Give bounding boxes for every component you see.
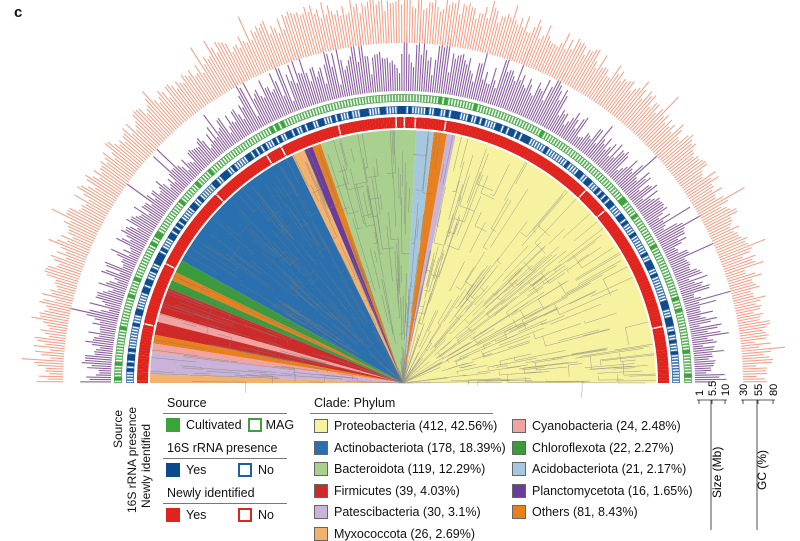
- size-tick-label: 10: [720, 384, 732, 396]
- rrna-legend-title: 16S rRNA presence: [167, 441, 277, 455]
- clade-legend-label: Bacteroidota (119, 12.29%): [334, 462, 485, 476]
- clade-swatch: [314, 419, 328, 433]
- clade-swatch: [512, 484, 526, 498]
- legend-newly-no-label: No: [258, 508, 274, 522]
- clade-legend-label: Chloroflexota (22, 2.27%): [532, 441, 674, 455]
- mag-swatch: [248, 418, 262, 432]
- clade-legend-label: Others (81, 8.43%): [532, 505, 638, 519]
- rrna-yes-swatch: [166, 463, 180, 477]
- clade-legend-item: Patescibacteria (30, 3.1%): [314, 505, 481, 519]
- clade-swatch: [314, 505, 328, 519]
- clade-swatch: [314, 527, 328, 541]
- clade-legend-item: Cyanobacteria (24, 2.48%): [512, 419, 681, 433]
- size-tick-label: 5.5: [707, 381, 719, 396]
- newly-legend-title: Newly identified: [167, 486, 255, 500]
- clade-legend-item: Proteobacteria (412, 42.56%): [314, 419, 497, 433]
- source-legend-rule: [163, 413, 287, 414]
- gc-axis-label: GC (%): [755, 450, 769, 490]
- legend-rrna-no-label: No: [258, 463, 274, 477]
- gc-tick-label: 80: [768, 384, 780, 396]
- legend-mag-label: MAG: [266, 418, 294, 432]
- clade-legend-label: Firmicutes (39, 4.03%): [334, 484, 460, 498]
- clade-legend-item: Myxococcota (26, 2.69%): [314, 527, 475, 541]
- clade-swatch: [512, 505, 526, 519]
- legend-rrna-no: No: [238, 463, 274, 477]
- clade-legend-label: Proteobacteria (412, 42.56%): [334, 419, 497, 433]
- clade-swatch: [512, 441, 526, 455]
- newly-no-swatch: [238, 508, 252, 522]
- legend-rrna-yes: Yes: [166, 463, 206, 477]
- clade-legend-label: Myxococcota (26, 2.69%): [334, 527, 475, 541]
- clade-swatch: [314, 462, 328, 476]
- clade-swatch: [512, 419, 526, 433]
- size-tick-label: 1: [694, 390, 706, 396]
- clade-legend-title: Clade: Phylum: [314, 396, 395, 410]
- clade-legend-item: Acidobacteriota (21, 2.17%): [512, 462, 686, 476]
- clade-legend-item: Actinobacteriota (178, 18.39%): [314, 441, 506, 455]
- source-ring-label: Source: [111, 410, 125, 448]
- clade-swatch: [512, 462, 526, 476]
- gc-tick-label: 55: [753, 384, 765, 396]
- legend-newly-yes-label: Yes: [186, 508, 206, 522]
- clade-legend-item: Firmicutes (39, 4.03%): [314, 484, 460, 498]
- legend-cultivated-label: Cultivated: [186, 418, 242, 432]
- source-legend-title: Source: [167, 396, 207, 410]
- newly-yes-swatch: [166, 508, 180, 522]
- clade-legend-label: Acidobacteriota (21, 2.17%): [532, 462, 686, 476]
- legend-newly-no: No: [238, 508, 274, 522]
- newly-ring-label: Newly identified: [139, 424, 153, 508]
- legend-newly-yes: Yes: [166, 508, 206, 522]
- clade-legend-label: Actinobacteriota (178, 18.39%): [334, 441, 506, 455]
- clade-legend-label: Patescibacteria (30, 3.1%): [334, 505, 481, 519]
- clade-legend-label: Cyanobacteria (24, 2.48%): [532, 419, 681, 433]
- clade-legend-item: Planctomycetota (16, 1.65%): [512, 484, 693, 498]
- clade-legend-item: Chloroflexota (22, 2.27%): [512, 441, 674, 455]
- rrna-no-swatch: [238, 463, 252, 477]
- size-axis-label: Size (Mb): [710, 447, 724, 498]
- clade-swatch: [314, 441, 328, 455]
- gc-tick-label: 30: [738, 384, 750, 396]
- clade-legend-item: Bacteroidota (119, 12.29%): [314, 462, 485, 476]
- clade-legend-item: Others (81, 8.43%): [512, 505, 638, 519]
- cultivated-swatch: [166, 418, 180, 432]
- clade-swatch: [314, 484, 328, 498]
- legend-rrna-yes-label: Yes: [186, 463, 206, 477]
- legend-cultivated: Cultivated MAG: [166, 418, 294, 432]
- rrna-legend-rule: [163, 458, 287, 459]
- clade-legend-label: Planctomycetota (16, 1.65%): [532, 484, 693, 498]
- newly-legend-rule: [163, 503, 287, 504]
- rrna-ring-label: 16S rRNA presence: [125, 407, 139, 513]
- clade-legend-rule: [310, 413, 493, 414]
